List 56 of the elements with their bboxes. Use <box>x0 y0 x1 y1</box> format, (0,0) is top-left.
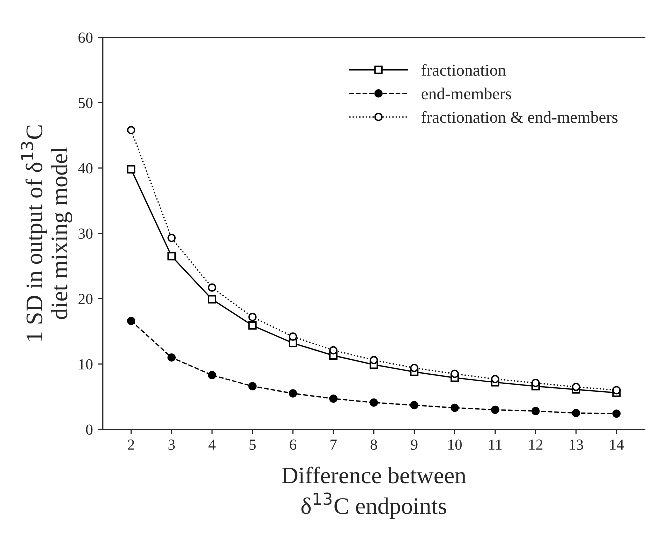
point <box>491 406 500 414</box>
y-axis-title: 1 SD in output of δ$^{13}$C diet mixing model <box>21 126 73 341</box>
point <box>248 313 257 322</box>
x-tick-label: 8 <box>370 440 378 450</box>
legend-label: fractionation & end-members <box>422 111 618 124</box>
point <box>289 339 298 348</box>
y-tick-label: 30 <box>78 228 93 240</box>
point <box>370 398 378 407</box>
point <box>329 346 338 355</box>
point <box>329 394 338 404</box>
point <box>168 252 176 261</box>
x-tick-label: 3 <box>168 440 176 450</box>
y-tick-label: 10 <box>79 359 93 370</box>
point <box>491 375 500 384</box>
point <box>208 371 216 380</box>
point <box>127 165 136 174</box>
point <box>168 234 176 242</box>
x-tick-label: 9 <box>411 440 418 450</box>
point <box>612 386 621 395</box>
point <box>289 390 298 398</box>
point <box>208 284 216 292</box>
point <box>248 322 257 330</box>
point <box>127 316 136 326</box>
point <box>289 332 298 341</box>
y-tick-label: 0 <box>86 424 93 436</box>
point <box>572 382 580 392</box>
x-tick-label: 2 <box>128 440 134 450</box>
y-tick-label: 60 <box>78 32 93 44</box>
y-tick-label: 40 <box>78 163 93 174</box>
point <box>208 295 216 304</box>
x-tick-label: 12 <box>530 440 543 450</box>
x-axis-title: Difference between δ$^{13}$C endpoints <box>282 466 466 520</box>
x-tick-label: 13 <box>570 440 584 450</box>
x-tick-label: 4 <box>208 440 216 450</box>
legend-label: end-members <box>422 88 512 100</box>
y-tick-label: 20 <box>78 294 93 304</box>
point <box>410 401 419 410</box>
legend-label: fractionation <box>422 64 506 76</box>
point <box>127 126 136 135</box>
point <box>612 410 621 418</box>
y-tick-label: 50 <box>78 98 93 108</box>
point <box>168 354 176 362</box>
point <box>410 364 419 372</box>
point <box>370 356 378 365</box>
point <box>532 407 540 416</box>
x-tick-label: 6 <box>290 440 297 450</box>
x-tick-label: 11 <box>489 440 502 450</box>
x-tick-label: 10 <box>448 440 462 450</box>
x-tick-label: 5 <box>250 440 256 450</box>
point <box>450 370 460 378</box>
x-tick-label: 14 <box>610 440 624 450</box>
point <box>572 409 580 418</box>
x-tick-label: 7 <box>330 440 337 450</box>
point <box>532 379 540 388</box>
point <box>248 382 257 391</box>
point <box>450 404 460 412</box>
